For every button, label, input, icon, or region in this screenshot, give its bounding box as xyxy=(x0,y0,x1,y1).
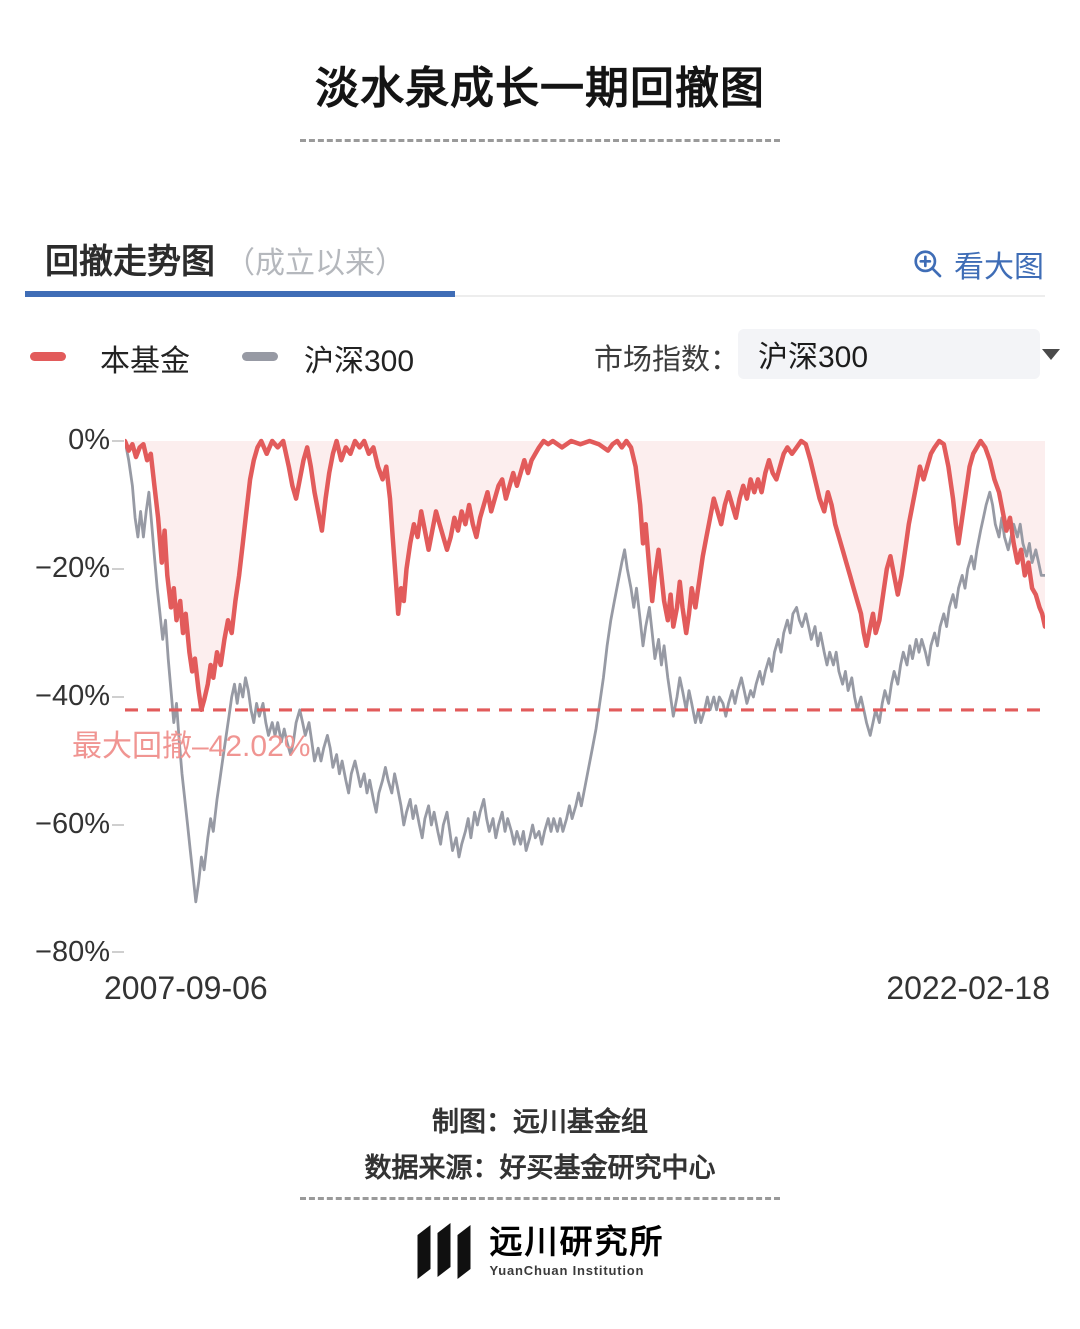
yuanchuan-logo-icon xyxy=(416,1222,474,1280)
y-axis-tick-1: −20% xyxy=(35,552,110,584)
data-source: 数据来源：好买基金研究中心 xyxy=(364,1153,716,1183)
y-axis-tickmark xyxy=(112,696,124,698)
legend-label-fund: 本基金 xyxy=(100,345,190,378)
y-axis-tick-4: −80% xyxy=(35,936,110,968)
page-title: 淡水泉成长一期回撤图 xyxy=(315,64,765,113)
y-axis-tickmark xyxy=(112,568,124,570)
y-axis-tickmark xyxy=(112,951,124,953)
market-index-dropdown[interactable]: 沪深300 xyxy=(738,329,1040,379)
legend-swatch-fund xyxy=(30,352,66,361)
yuanchuan-logo: 远川研究所 YuanChuan Institution xyxy=(0,1222,1080,1280)
chevron-down-icon xyxy=(1042,349,1060,360)
y-axis-tick-3: −60% xyxy=(35,808,110,840)
tab-baseline xyxy=(455,295,1045,297)
chart-credit: 制图：远川基金组 xyxy=(432,1107,648,1137)
y-axis-tickmark xyxy=(112,824,124,826)
view-large-chart-link[interactable]: 看大图 xyxy=(912,242,1044,286)
title-dashed-divider xyxy=(300,139,780,142)
logo-name: 远川研究所 xyxy=(489,1222,665,1260)
logo-subtitle: YuanChuan Institution xyxy=(489,1263,645,1279)
market-index-dropdown-value: 沪深300 xyxy=(758,341,869,374)
x-axis-start-date: 2007-09-06 xyxy=(104,970,268,1006)
y-axis-tickmark xyxy=(112,440,124,442)
legend-label-index: 沪深300 xyxy=(304,345,415,378)
footer-dashed-divider xyxy=(300,1197,780,1200)
tab-label: 回撤走势图 xyxy=(45,243,215,281)
market-index-label: 市场指数： xyxy=(594,344,740,376)
zoom-in-icon xyxy=(912,248,944,280)
tab-drawdown-chart[interactable]: 回撤走势图 （成立以来） xyxy=(45,234,405,283)
y-axis-tick-0: 0% xyxy=(68,424,110,456)
drawdown-chart xyxy=(125,438,1045,904)
view-large-chart-label: 看大图 xyxy=(954,251,1044,284)
legend-swatch-index xyxy=(242,352,278,361)
active-tab-underline xyxy=(25,291,455,297)
max-drawdown-annotation: 最大回撤–42.02% xyxy=(72,730,311,763)
tab-sublabel: （成立以来） xyxy=(225,247,405,280)
y-axis-tick-2: −40% xyxy=(35,680,110,712)
x-axis-end-date: 2022-02-18 xyxy=(886,970,1050,1006)
